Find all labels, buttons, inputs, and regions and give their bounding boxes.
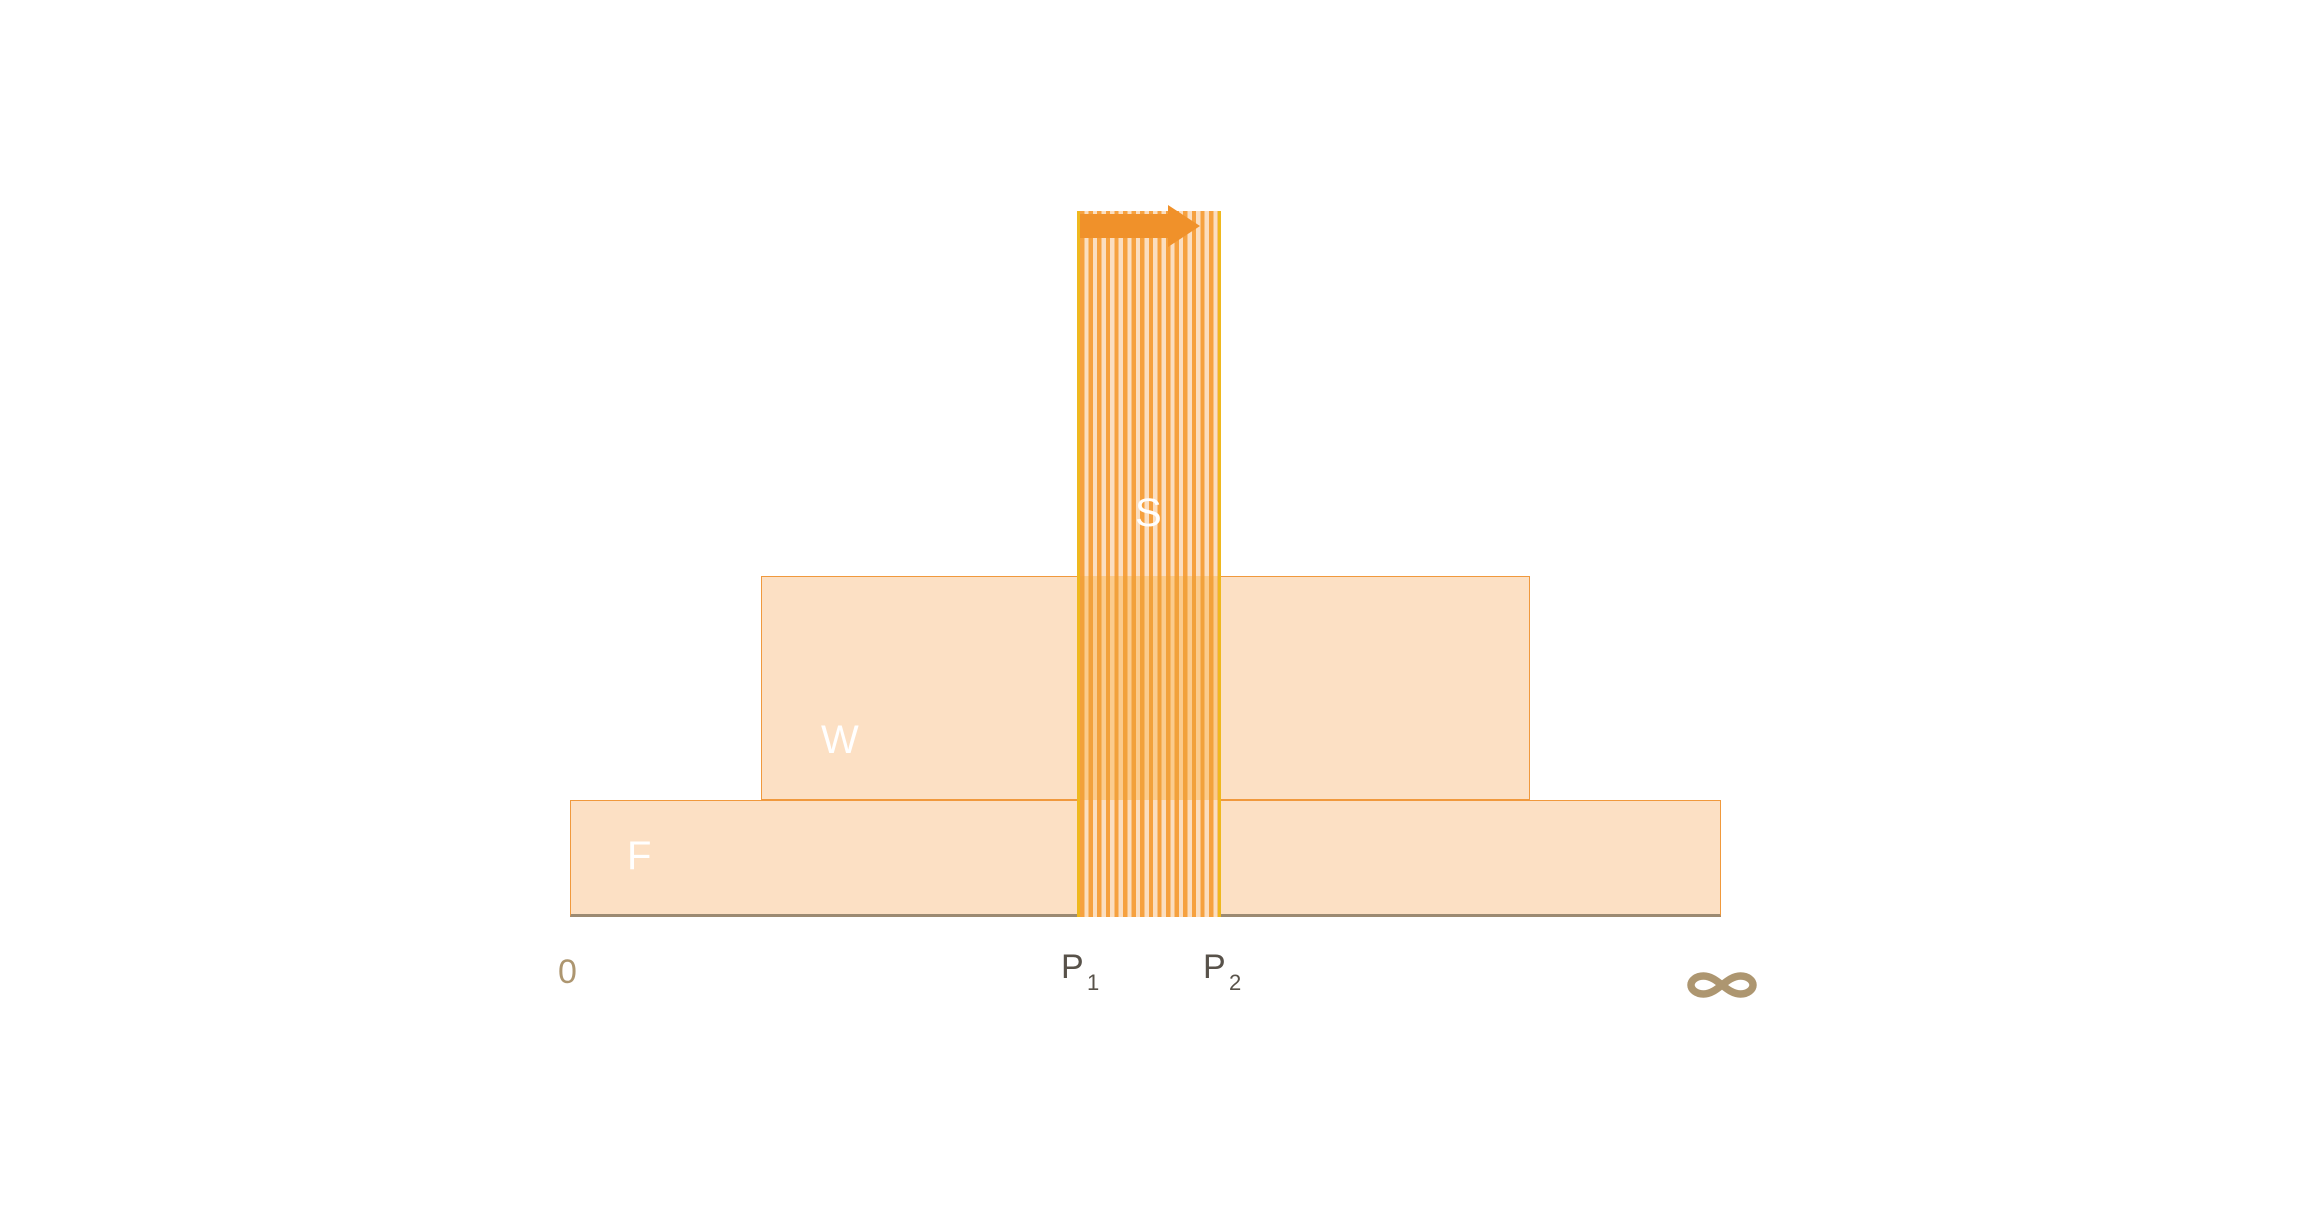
svg-text:0: 0 <box>558 953 577 991</box>
svg-text:1: 1 <box>1087 970 1099 993</box>
svg-text:F: F <box>627 834 651 878</box>
svg-text:P: P <box>1061 948 1084 986</box>
svg-text:W: W <box>821 718 859 762</box>
svg-text:S: S <box>1135 491 1162 535</box>
svg-text:2: 2 <box>1229 970 1241 993</box>
svg-text:P: P <box>1203 948 1226 986</box>
